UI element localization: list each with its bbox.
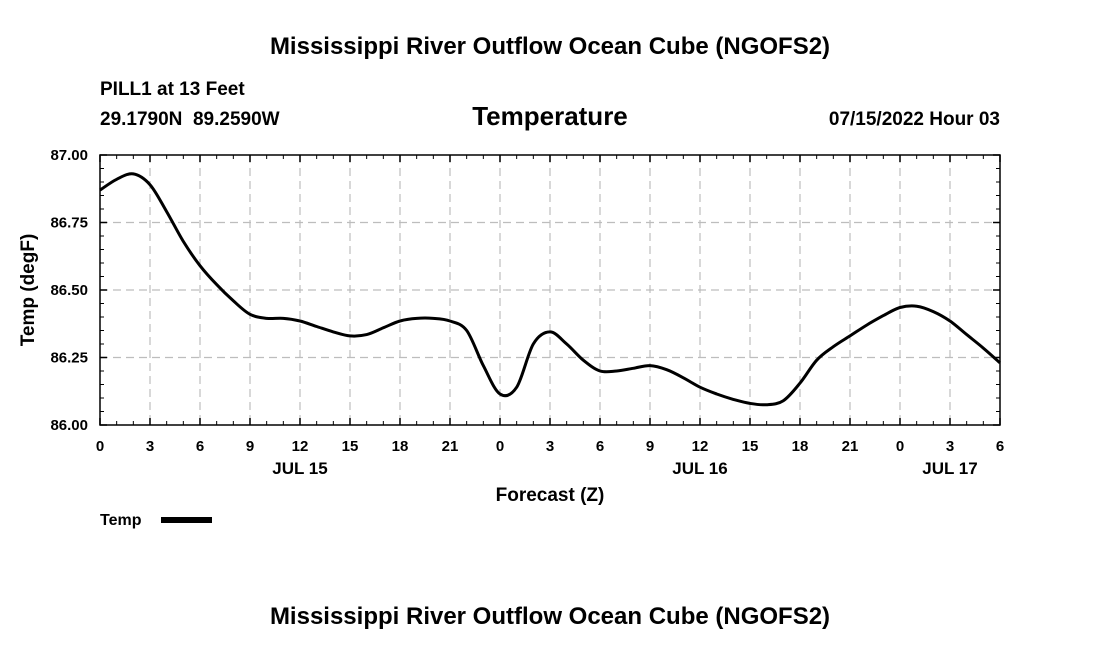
x-tick-label: 21	[842, 438, 859, 455]
legend-label: Temp	[100, 512, 142, 529]
x-tick-label: 15	[742, 438, 759, 455]
forecast-datetime: 07/15/2022 Hour 03	[829, 109, 1000, 130]
x-tick-label: 9	[246, 438, 254, 455]
footer-title: Mississippi River Outflow Ocean Cube (NG…	[270, 603, 830, 630]
x-tick-label: 15	[342, 438, 359, 455]
x-tick-label: 3	[946, 438, 954, 455]
x-tick-label: 0	[96, 438, 104, 455]
date-labels: JUL 15 JUL 16 JUL 17	[272, 459, 977, 478]
y-tick-label: 86.75	[50, 215, 88, 232]
series-line-temp	[99, 172, 1001, 407]
y-tick-label: 86.25	[50, 350, 88, 367]
chart-title: Temperature	[472, 101, 628, 131]
x-tick-label: 18	[792, 438, 809, 455]
x-tick-label: 6	[596, 438, 604, 455]
x-tick-label: 9	[646, 438, 654, 455]
date-label: JUL 15	[272, 459, 327, 478]
plot-frame	[99, 154, 1001, 426]
y-tick-label: 86.00	[50, 417, 88, 434]
x-tick-label: 0	[496, 438, 504, 455]
y-tick-label: 87.00	[50, 147, 88, 164]
station-coords: 29.1790N 89.2590W	[100, 109, 280, 130]
x-tick-label: 18	[392, 438, 409, 455]
x-tick-label: 3	[146, 438, 154, 455]
date-label: JUL 16	[672, 459, 727, 478]
station-label: PILL1 at 13 Feet	[100, 79, 245, 100]
x-tick-label: 0	[896, 438, 904, 455]
x-tick-label: 3	[546, 438, 554, 455]
x-axis-label: Forecast (Z)	[496, 485, 605, 506]
x-tick-label: 12	[692, 438, 709, 455]
y-tick-label: 86.50	[50, 282, 88, 299]
x-tick-label: 6	[196, 438, 204, 455]
legend-swatch	[161, 517, 212, 523]
grid-lines	[100, 155, 1000, 425]
date-label: JUL 17	[922, 459, 977, 478]
main-title: Mississippi River Outflow Ocean Cube (NG…	[270, 33, 830, 60]
x-tick-label: 12	[292, 438, 309, 455]
tick-labels: 0 3 6 9 12 15 18 21 0 3 6 9 12 15 18 21 0 3 6 86.00 86.25 86.…	[50, 147, 1004, 455]
x-tick-label: 21	[442, 438, 459, 455]
y-axis-label: Temp (degF)	[18, 234, 39, 347]
x-tick-label: 6	[996, 438, 1004, 455]
